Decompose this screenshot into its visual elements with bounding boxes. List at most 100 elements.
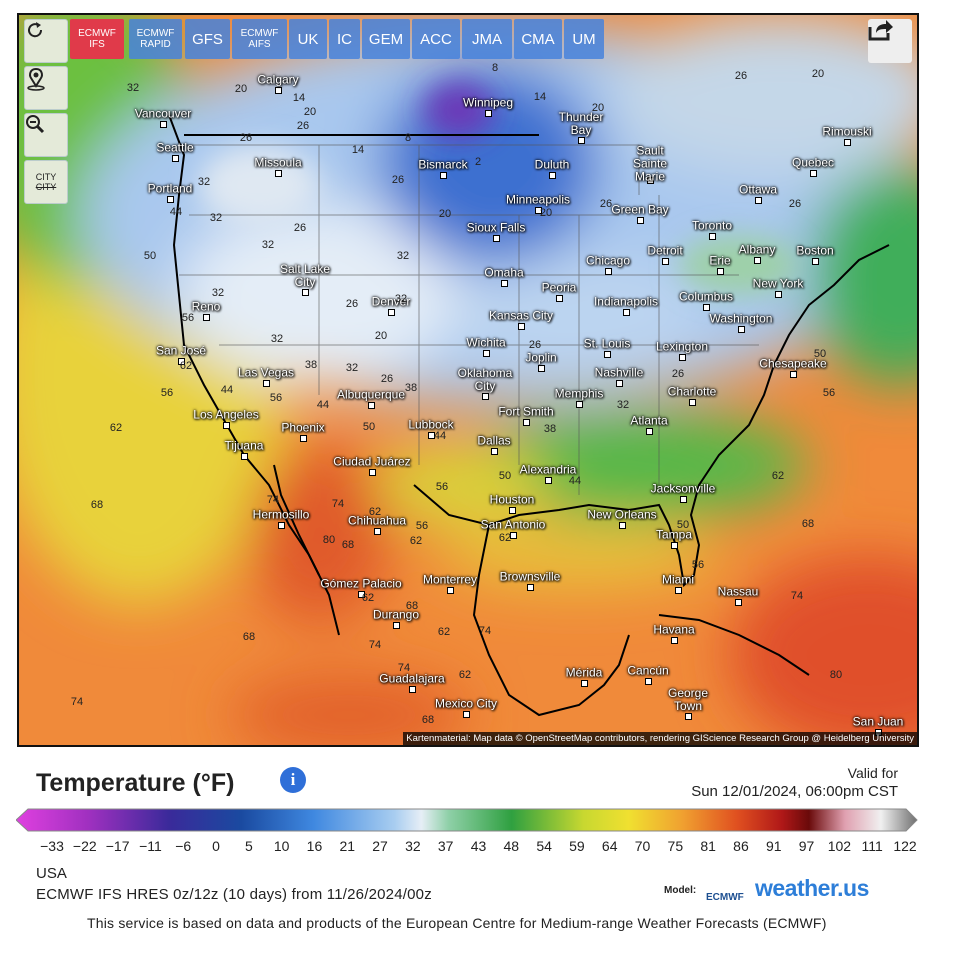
city-marker — [647, 177, 654, 184]
city-marker — [493, 235, 500, 242]
city-marker — [576, 401, 583, 408]
isotherm-label: 50 — [362, 421, 376, 433]
city-marker — [616, 380, 623, 387]
city-label: Sault Sainte Marie — [632, 143, 668, 184]
color-bar-ticks: −33 −22 −17 −11 −6 0 5 10 16 21 27 32 37 43 48 54 59 64 70… — [0, 838, 980, 856]
city-marker — [275, 170, 282, 177]
isotherm-label: 80 — [322, 534, 336, 546]
city-label-struck: CITY — [35, 182, 57, 192]
city-marker — [241, 453, 248, 460]
isotherm-label: 38 — [404, 382, 418, 394]
city-marker — [754, 257, 761, 264]
ecmwf-logo: ECMWF — [706, 892, 744, 903]
model-button[interactable]: ACC — [412, 19, 460, 59]
city-marker — [368, 402, 375, 409]
brand-logo[interactable]: weather.us — [755, 875, 869, 901]
city-marker — [689, 399, 696, 406]
city-marker — [510, 532, 517, 539]
map[interactable]: Calgary Vancouver Winnipeg Thunder Bay Rimou… — [17, 13, 919, 747]
share-button[interactable] — [868, 19, 912, 63]
color-bar-tick: 5 — [244, 838, 253, 854]
isotherm-label: 62 — [437, 626, 451, 638]
isotherm-label: 32 — [261, 239, 275, 251]
city-label: Cancún — [627, 663, 669, 678]
city-marker — [812, 258, 819, 265]
city-marker — [440, 172, 447, 179]
reload-button[interactable] — [24, 19, 68, 63]
city-marker — [369, 469, 376, 476]
city-label: Reno — [191, 299, 221, 314]
city-marker — [675, 587, 682, 594]
isotherm-label: 68 — [801, 518, 815, 530]
model-button[interactable]: GEM — [362, 19, 410, 59]
city-label: Lubbock — [408, 417, 454, 432]
city-label: Green Bay — [611, 202, 669, 217]
city-marker — [491, 448, 498, 455]
city-label: Nashville — [594, 365, 644, 380]
city-label: Washington — [709, 311, 773, 326]
city-marker — [671, 637, 678, 644]
city-label: Missoula — [254, 155, 302, 170]
model-button[interactable]: JMA — [462, 19, 512, 59]
location-button[interactable] — [24, 66, 68, 110]
city-marker — [483, 350, 490, 357]
model-button[interactable]: ECMWF RAPID — [129, 19, 182, 59]
isotherm-label: 56 — [269, 392, 283, 404]
isotherm-label: 50 — [813, 348, 827, 360]
isotherm-label: 68 — [421, 714, 435, 726]
color-bar-tick: 75 — [667, 838, 684, 854]
city-label: Miami — [662, 572, 694, 587]
model-button[interactable]: ECMWF IFS — [70, 19, 124, 59]
info-button[interactable]: i — [280, 767, 306, 793]
isotherm-label: 62 — [361, 592, 375, 604]
isotherm-label: 14 — [292, 92, 306, 104]
model-button[interactable]: IC — [329, 19, 360, 59]
city-label: Los Angeles — [193, 407, 259, 422]
color-bar-tick: 122 — [893, 838, 917, 854]
isotherm-label: 44 — [568, 475, 582, 487]
city-marker — [538, 365, 545, 372]
model-button[interactable]: ECMWF AIFS — [232, 19, 287, 59]
city-marker — [646, 428, 653, 435]
model-button[interactable]: UM — [564, 19, 604, 59]
city-label: Portland — [147, 181, 193, 196]
city-marker — [790, 371, 797, 378]
city-marker — [545, 477, 552, 484]
city-label: Chihuahua — [347, 513, 407, 528]
isotherm-label: 74 — [331, 498, 345, 510]
isotherm-label: 62 — [771, 470, 785, 482]
city-label: Phoenix — [281, 420, 325, 435]
city-marker — [263, 380, 270, 387]
city-label: Havana — [653, 622, 695, 637]
color-bar-tick: 70 — [634, 838, 651, 854]
isotherm-label: 56 — [181, 312, 195, 324]
color-bar-tick: 97 — [798, 838, 815, 854]
city-label: St. Louis — [583, 336, 631, 351]
city-label: Memphis — [554, 386, 604, 401]
city-marker — [604, 351, 611, 358]
isotherm-label: 62 — [498, 532, 512, 544]
city-label: Thunder Bay — [558, 110, 604, 137]
zoom-button[interactable] — [24, 113, 68, 157]
city-label: Oklahoma City — [457, 366, 513, 393]
isotherm-label: 20 — [234, 83, 248, 95]
color-bar-tick: 43 — [470, 838, 487, 854]
model-button[interactable]: CMA — [514, 19, 562, 59]
city-marker — [581, 680, 588, 687]
city-marker — [523, 419, 530, 426]
color-bar-tick: 111 — [861, 838, 883, 854]
city-marker — [393, 622, 400, 629]
city-marker — [645, 678, 652, 685]
city-label: Albuquerque — [336, 387, 406, 402]
isotherm-label: 56 — [160, 387, 174, 399]
city-label: CITY — [35, 172, 57, 182]
isotherm-label: 20 — [811, 68, 825, 80]
model-button[interactable]: UK — [289, 19, 327, 59]
isotherm-label: 26 — [345, 298, 359, 310]
model-button[interactable]: GFS — [185, 19, 230, 59]
isotherm-label: 74 — [397, 662, 411, 674]
city-marker — [556, 295, 563, 302]
share-icon — [868, 20, 893, 41]
city-toggle[interactable]: CITY CITY — [24, 160, 68, 204]
city-label: Tijuana — [224, 438, 264, 453]
